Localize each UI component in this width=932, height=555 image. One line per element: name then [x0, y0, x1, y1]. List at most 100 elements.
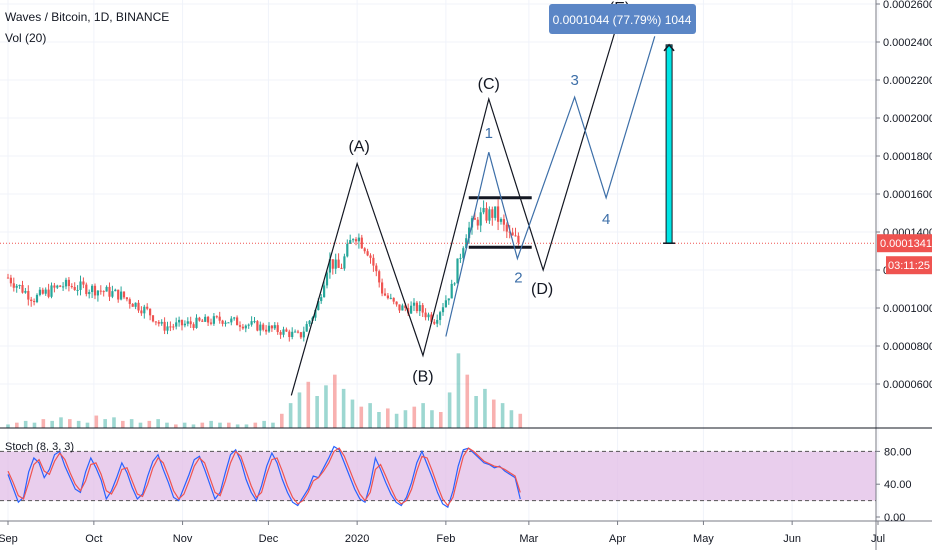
candle-body — [294, 331, 297, 333]
candle-body — [143, 306, 146, 314]
candle-body — [62, 286, 65, 288]
candle-body — [468, 227, 471, 239]
candle-body — [473, 218, 476, 220]
candle-body — [21, 285, 24, 293]
candle-body — [207, 316, 210, 323]
candle-body — [93, 285, 97, 296]
candle-body — [33, 301, 36, 303]
candle-body — [259, 324, 262, 331]
candle-body — [149, 308, 152, 316]
candle-body — [360, 237, 363, 249]
wave-12345-line[interactable] — [445, 36, 656, 337]
candle-body — [453, 283, 456, 285]
candle-body — [50, 285, 53, 297]
candle-body — [296, 331, 300, 333]
candle-body — [224, 322, 227, 324]
candle-body — [122, 291, 126, 298]
drawing-overlays[interactable]: (A)(B)(C)(D)(E)123450.0001044 (77.79%) 1… — [0, 0, 876, 396]
candle-body — [134, 302, 137, 307]
countdown-tag — [886, 256, 932, 275]
volume-bar — [403, 410, 408, 428]
candle-body — [9, 277, 12, 284]
wave-abcde-label: (C) — [478, 76, 500, 93]
volume-bar — [421, 403, 425, 428]
volume-bar — [253, 422, 258, 428]
candle-body — [479, 212, 482, 226]
candle-body — [154, 321, 157, 323]
volume-bar — [500, 403, 505, 428]
candle-body — [279, 332, 282, 335]
candle-body — [325, 272, 329, 286]
stochastic-tick-label: 0.00 — [884, 512, 905, 524]
candle-body — [308, 320, 311, 325]
volume-bar — [147, 420, 152, 428]
candle-body — [175, 322, 178, 327]
candle-body — [88, 292, 91, 295]
candle-body — [381, 282, 384, 294]
price-tick-label: 0.0001800 — [883, 151, 932, 163]
candle-body — [349, 240, 352, 244]
price-tick-label: 0.0002400 — [883, 37, 932, 49]
time-tick-label: May — [693, 533, 714, 545]
candle-body — [305, 324, 308, 332]
candle-body — [35, 294, 39, 303]
candle-body — [186, 321, 189, 324]
price-tick-label: 0.0001600 — [883, 189, 932, 201]
time-tick-label: Jun — [783, 533, 801, 545]
volume-bar — [121, 420, 125, 428]
candle-body — [192, 324, 195, 328]
volume-bar — [341, 388, 346, 428]
volume-bar — [456, 353, 461, 428]
candle-body — [323, 285, 326, 298]
volume-bar — [15, 422, 19, 428]
candle-body — [114, 289, 117, 292]
price-candles — [6, 199, 520, 342]
stochastic-tick-label: 40.00 — [884, 479, 912, 491]
volume-bar — [306, 381, 311, 428]
volume-bar — [41, 419, 46, 428]
candle-body — [412, 302, 416, 306]
time-tick-label: Sep — [0, 533, 18, 545]
candle-body — [215, 316, 218, 318]
volume-bar — [412, 406, 417, 428]
candle-body — [375, 265, 378, 272]
stochastic-pane[interactable] — [0, 445, 876, 509]
candle-body — [120, 291, 123, 300]
volume-bar — [182, 422, 187, 428]
volume-bar — [394, 413, 399, 428]
volume-bar — [297, 392, 302, 428]
volume-bar — [174, 424, 178, 428]
candle-body — [276, 325, 279, 333]
volume-bar — [377, 412, 381, 428]
volume-bar — [279, 413, 284, 428]
measure-bar[interactable] — [665, 44, 673, 244]
candle-body — [117, 289, 120, 300]
candle-body — [195, 317, 198, 328]
wave-abcde-line[interactable] — [290, 22, 619, 396]
candle-body — [494, 206, 497, 218]
volume-bar — [85, 422, 90, 428]
candle-body — [238, 325, 242, 327]
candle-body — [218, 316, 221, 321]
volume-bar — [209, 420, 213, 428]
volume-bar — [165, 422, 169, 428]
volume-bars — [6, 353, 523, 428]
time-tick-label: 2020 — [345, 533, 369, 545]
candle-body — [67, 279, 70, 287]
wave-12345-label: 1 — [485, 125, 493, 142]
wave-12345-label: 2 — [514, 270, 522, 287]
candle-body — [131, 303, 134, 307]
candle-body — [392, 297, 395, 302]
volume-bar — [430, 410, 434, 428]
volume-bar — [138, 422, 143, 428]
candle-body — [166, 326, 169, 331]
stochastic-label: Stoch (8, 3, 3) — [5, 441, 74, 453]
candle-body — [462, 248, 465, 258]
candle-body — [398, 304, 401, 311]
volume-bar — [32, 422, 37, 428]
candle-body — [465, 238, 468, 249]
candle-body — [82, 281, 85, 285]
